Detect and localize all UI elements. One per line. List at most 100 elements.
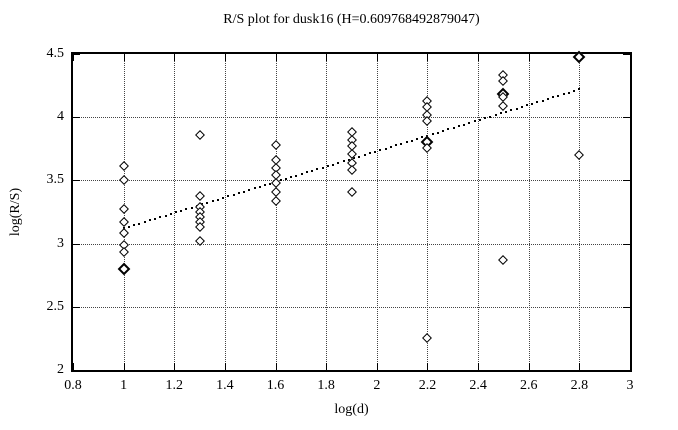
- y-tick-label: 3.5: [46, 172, 65, 188]
- x-tick-mark: [123, 363, 125, 370]
- chart-title: R/S plot for dusk16 (H=0.609768492879047…: [223, 12, 480, 27]
- plot-area: [71, 50, 632, 372]
- fit-line-dot: [133, 224, 136, 227]
- fit-line-dot: [541, 99, 544, 102]
- data-point-diamond: [572, 50, 586, 63]
- data-point-diamond: [118, 247, 129, 258]
- x-tick-mark: [579, 363, 581, 370]
- fit-line-dot: [452, 126, 455, 129]
- x-tick-mark: [224, 363, 226, 370]
- fit-line-dot: [311, 169, 314, 172]
- fit-line-dot: [269, 182, 272, 185]
- x-tick-label: 2.2: [418, 378, 437, 393]
- y-gridline: [73, 306, 630, 308]
- x-tick-mark: [326, 54, 328, 61]
- data-point-diamond: [194, 129, 205, 140]
- data-point-diamond: [194, 190, 205, 201]
- x-tick-mark: [427, 363, 429, 370]
- x-tick-label: 2.8: [570, 378, 589, 393]
- fit-line-dot: [279, 179, 282, 182]
- fit-line-dot: [305, 171, 308, 174]
- x-gridline: [478, 54, 480, 370]
- x-gridline: [224, 54, 226, 370]
- x-tick-label: 1.4: [216, 378, 234, 393]
- fit-line-dot: [342, 160, 345, 163]
- y-tick-mark: [73, 180, 80, 182]
- y-tick-mark: [623, 180, 630, 182]
- fit-line-dot: [578, 88, 581, 91]
- fit-line-dot: [175, 211, 178, 214]
- fit-line-dot: [463, 123, 466, 126]
- fit-line-dot: [243, 190, 246, 193]
- fit-line-dot: [138, 222, 141, 225]
- y-tick-mark: [73, 370, 80, 371]
- fit-line-dot: [169, 213, 172, 216]
- x-tick-label: 1.6: [266, 378, 285, 393]
- fit-line-dot: [415, 137, 418, 140]
- x-gridline: [528, 54, 530, 370]
- fit-line-dot: [573, 89, 576, 92]
- fit-line-dot: [400, 142, 403, 145]
- fit-line-dot: [431, 133, 434, 136]
- fit-line-dot: [410, 139, 413, 142]
- y-tick-label: 2: [57, 362, 64, 377]
- fit-line-dot: [510, 109, 513, 112]
- y-tick-mark: [73, 243, 80, 245]
- y-tick-mark: [623, 54, 630, 55]
- data-point-diamond: [346, 186, 357, 197]
- fit-line-dot: [227, 195, 230, 198]
- fit-line-dot: [353, 157, 356, 160]
- fit-line-dot: [505, 110, 508, 113]
- fit-line-dot: [557, 94, 560, 97]
- x-gridline: [275, 54, 277, 370]
- x-axis-label: log(d): [334, 402, 369, 417]
- x-gridline: [579, 54, 581, 370]
- x-tick-mark: [73, 363, 74, 370]
- fit-line-dot: [442, 129, 445, 132]
- fit-line-dot: [525, 104, 528, 107]
- fit-line-dot: [122, 227, 125, 230]
- fit-line-dot: [473, 120, 476, 123]
- fit-line-dot: [484, 117, 487, 120]
- x-tick-label: 2.4: [469, 378, 487, 393]
- fit-line-dot: [300, 173, 303, 176]
- x-gridline: [376, 54, 378, 370]
- x-gridline: [174, 54, 176, 370]
- y-gridline: [73, 180, 630, 182]
- x-tick-mark: [174, 54, 176, 61]
- fit-line-dot: [468, 121, 471, 124]
- fit-line-dot: [185, 208, 188, 211]
- y-tick-label: 4: [57, 109, 64, 125]
- fit-line-dot: [562, 93, 565, 96]
- data-point-diamond: [498, 100, 509, 111]
- fit-line-dot: [164, 214, 167, 217]
- fit-line-dot: [316, 168, 319, 171]
- fit-line-dot: [363, 153, 366, 156]
- y-tick-label: 3: [57, 235, 64, 251]
- fit-line-dot: [248, 189, 251, 192]
- fit-line-dot: [154, 217, 157, 220]
- data-point-diamond: [118, 228, 129, 239]
- fit-line-dot: [515, 107, 518, 110]
- y-tick-mark: [623, 243, 630, 245]
- fit-line-dot: [536, 101, 539, 104]
- x-tick-mark: [528, 363, 530, 370]
- y-tick-mark: [623, 117, 630, 119]
- fit-line-dot: [384, 147, 387, 150]
- fit-line-dot: [520, 105, 523, 108]
- fit-line-dot: [457, 125, 460, 128]
- fit-line-dot: [290, 176, 293, 179]
- fit-line-dot: [159, 216, 162, 219]
- x-gridline: [427, 54, 429, 370]
- fit-line-dot: [531, 102, 534, 105]
- x-tick-mark: [174, 363, 176, 370]
- x-tick-mark: [275, 54, 277, 61]
- fit-line-dot: [358, 155, 361, 158]
- x-tick-mark: [427, 54, 429, 61]
- data-point-diamond: [270, 195, 281, 206]
- y-tick-mark: [623, 306, 630, 308]
- fit-line-dot: [222, 197, 225, 200]
- fit-line-dot: [447, 128, 450, 131]
- fit-line-dot: [258, 185, 261, 188]
